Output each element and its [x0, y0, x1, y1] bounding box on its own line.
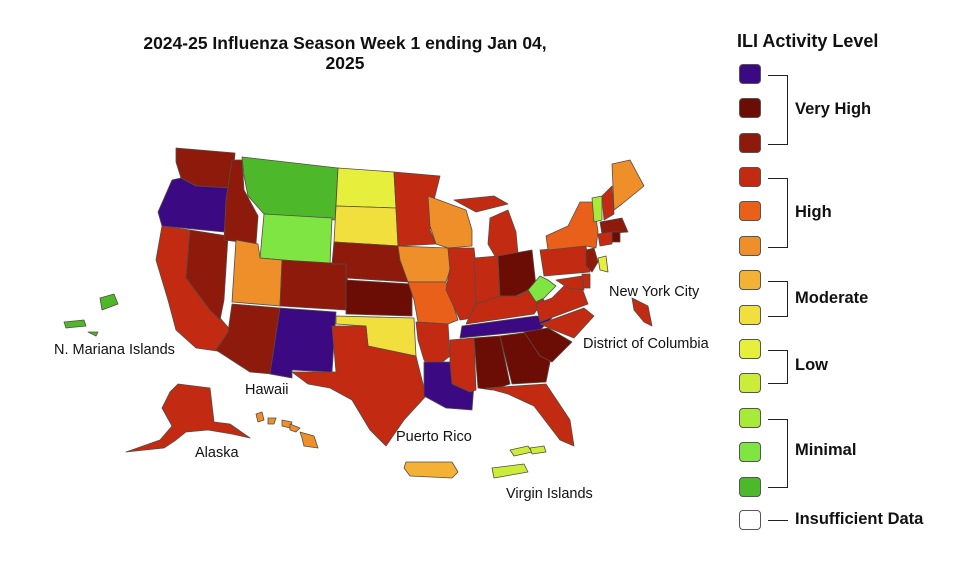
legend-swatch-13 — [739, 477, 761, 497]
legend-swatch-6 — [739, 236, 761, 256]
region-arizona[interactable]: Arizona — [215, 303, 281, 375]
region-texas[interactable]: Texas — [291, 325, 427, 447]
region-maryland[interactable]: Maryland — [555, 275, 585, 291]
region-hawaii[interactable]: Hawaii — [255, 411, 319, 449]
map-label-new-york-city: New York City — [609, 284, 700, 300]
map-title-line-1: 2024-25 Influenza Season Week 1 ending J… — [143, 33, 547, 53]
map-title: 2024-25 Influenza Season Week 1 ending J… — [90, 33, 600, 73]
region-mississippi[interactable]: Mississippi — [449, 337, 477, 393]
legend-swatch-insufficient-data — [739, 510, 761, 530]
region-north-carolina[interactable]: North Carolina — [539, 307, 595, 339]
legend-swatch-11 — [739, 408, 761, 428]
legend-label-moderate: Moderate — [795, 289, 869, 307]
region-new-york[interactable]: New York — [545, 201, 599, 251]
legend-insufficient-line — [768, 520, 788, 521]
region-puerto-rico[interactable]: Puerto Rico — [403, 461, 459, 479]
legend-swatch-9 — [739, 339, 761, 359]
map-label-hawaii: Hawaii — [245, 382, 289, 398]
region-oregon[interactable]: Oregon — [157, 177, 233, 233]
map-label-alaska: Alaska — [195, 445, 239, 461]
region-delaware[interactable]: Delaware — [581, 273, 591, 289]
legend-swatch-2 — [739, 98, 761, 118]
region-wyoming[interactable]: Wyoming — [259, 213, 333, 265]
legend-bracket-high — [768, 178, 788, 248]
legend-bracket-very-high — [768, 75, 788, 145]
region-district-of-columbia[interactable]: District of Columbia — [631, 297, 653, 327]
map-label-n-mariana-islands: N. Mariana Islands — [54, 342, 175, 358]
region-new-jersey[interactable]: New Jersey — [585, 247, 599, 273]
map-label-virgin-islands: Virgin Islands — [506, 486, 593, 502]
region-minnesota[interactable]: Minnesota — [393, 171, 441, 247]
region-montana[interactable]: Montana — [241, 156, 339, 221]
legend-swatch-12 — [739, 442, 761, 462]
legend-bracket-moderate — [768, 281, 788, 317]
region-iowa[interactable]: Iowa — [397, 245, 451, 283]
legend-swatch-7 — [739, 270, 761, 290]
region-wisconsin[interactable]: Wisconsin — [427, 195, 473, 249]
region-west-virginia[interactable]: West Virginia — [527, 275, 557, 303]
region-connecticut[interactable]: Connecticut — [597, 231, 613, 247]
region-vermont[interactable]: Vermont — [591, 195, 603, 223]
region-virgin-islands[interactable]: Virgin Islands — [491, 445, 547, 479]
legend-label-low: Low — [795, 356, 828, 374]
region-indiana[interactable]: Indiana — [473, 255, 501, 305]
region-pennsylvania[interactable]: Pennsylvania — [539, 245, 591, 277]
map-label-district-of-columbia: District of Columbia — [583, 336, 710, 352]
region-new-hampshire[interactable]: New Hampshire — [601, 185, 615, 221]
legend-label-insufficient-data: Insufficient Data — [795, 510, 924, 528]
map-title-line-2: 2025 — [325, 53, 365, 73]
region-south-carolina[interactable]: South Carolina — [523, 327, 573, 363]
region-colorado[interactable]: Colorado — [279, 259, 349, 311]
region-new-york-city[interactable]: New York City — [597, 255, 609, 273]
legend-label-minimal: Minimal — [795, 441, 857, 459]
region-massachusetts[interactable]: Massachusetts — [599, 217, 629, 235]
region-idaho[interactable]: Idaho — [223, 159, 259, 245]
legend-swatch-10 — [739, 373, 761, 393]
region-south-dakota[interactable]: South Dakota — [333, 205, 399, 247]
legend-swatch-4 — [739, 167, 761, 187]
region-illinois[interactable]: Illinois — [445, 247, 479, 321]
legend-bracket-minimal — [768, 419, 788, 488]
region-rhode-island[interactable]: Rhode Island — [611, 231, 621, 243]
region-maine[interactable]: Maine — [611, 159, 645, 211]
legend-swatch-3 — [739, 133, 761, 153]
map-label-puerto-rico: Puerto Rico — [396, 429, 472, 445]
legend-swatch-1 — [739, 64, 761, 84]
legend-label-high: High — [795, 203, 832, 221]
region-new-mexico[interactable]: New Mexico — [269, 307, 337, 379]
legend-title: ILI Activity Level — [737, 31, 879, 51]
region-michigan[interactable]: Michigan — [453, 195, 519, 259]
legend-bracket-low — [768, 350, 788, 384]
region-florida[interactable]: Florida — [485, 383, 575, 447]
region-n-mariana-islands[interactable]: N. Mariana Islands — [63, 293, 119, 337]
legend-swatch-8 — [739, 305, 761, 325]
region-kansas[interactable]: Kansas — [345, 279, 413, 317]
legend-swatch-5 — [739, 201, 761, 221]
region-alaska[interactable]: Alaska — [125, 383, 251, 453]
legend-label-very-high: Very High — [795, 100, 872, 118]
us-ili-activity-map: WashingtonOregonCaliforniaNevadaIdahoMon… — [54, 147, 710, 502]
region-north-dakota[interactable]: North Dakota — [335, 167, 397, 209]
